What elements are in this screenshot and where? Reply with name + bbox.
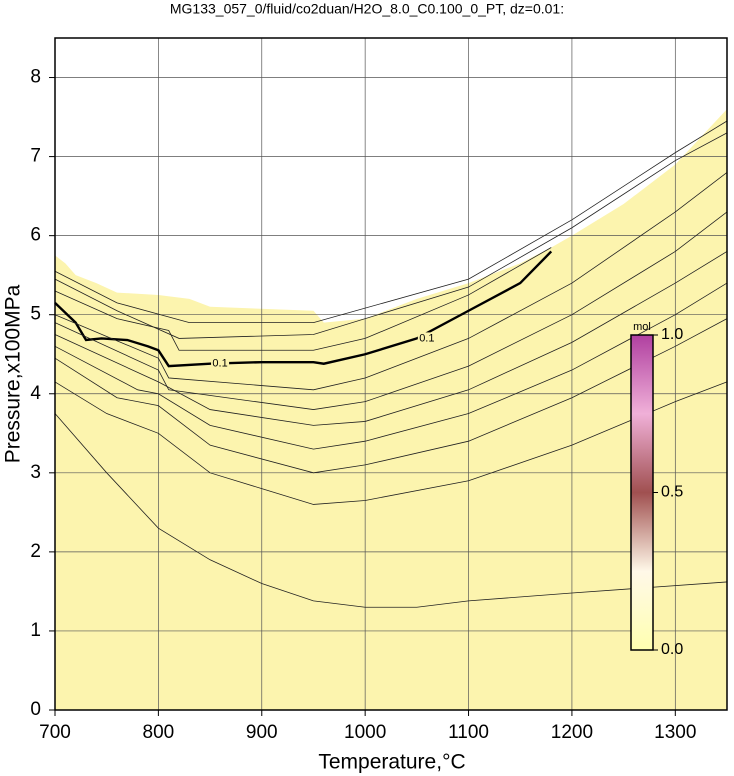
contour-label: 0.1: [419, 332, 434, 344]
y-tick-label: 4: [30, 383, 41, 404]
colorbar-tick-label: 0.0: [661, 641, 683, 658]
colorbar-tick-label: 0.5: [661, 484, 683, 501]
plot-frame: [54, 37, 728, 711]
contour-label-bg: [417, 332, 436, 345]
contour-line: [54, 120, 728, 324]
contour-line: [54, 132, 728, 339]
y-tick-label: 0: [30, 699, 41, 720]
x-tick-label: 1100: [448, 722, 489, 743]
contour-label-bg: [211, 357, 230, 370]
contour-line: [54, 250, 553, 368]
x-tick-label: 800: [143, 722, 175, 743]
y-tick-label: 1: [30, 620, 41, 641]
y-tick-label: 8: [30, 67, 41, 88]
y-tick-label: 7: [30, 146, 41, 167]
contour-line: [54, 413, 728, 608]
contour-line: [54, 247, 552, 351]
contour-line: [54, 381, 728, 505]
contour-label: 0.1: [212, 358, 227, 370]
x-tick-label: 900: [246, 722, 278, 743]
colorbar-label: mol: [633, 321, 651, 333]
y-tick-label: 5: [30, 304, 41, 325]
x-axis-label: Temperature,°C: [318, 751, 465, 774]
contour-line: [54, 172, 728, 391]
colorbar: [630, 334, 654, 651]
x-tick-label: 1200: [551, 722, 593, 743]
x-tick-label: 1000: [344, 722, 386, 743]
x-tick-label: 1300: [654, 722, 696, 743]
stable-field: [55, 109, 727, 710]
contour-line: [54, 211, 728, 410]
contour-line: [54, 282, 728, 450]
y-tick-label: 6: [30, 225, 41, 246]
y-tick-label: 3: [30, 462, 41, 483]
y-axis-label: Pressure,x100MPa: [2, 284, 25, 463]
y-tick-label: 2: [30, 541, 41, 562]
x-tick-label: 700: [39, 722, 71, 743]
colorbar-tick-label: 1.0: [661, 326, 683, 343]
contour-line: [54, 318, 728, 474]
chart-title: MG133_057_0/fluid/co2duan/H2O_8.0_C0.100…: [170, 1, 564, 17]
